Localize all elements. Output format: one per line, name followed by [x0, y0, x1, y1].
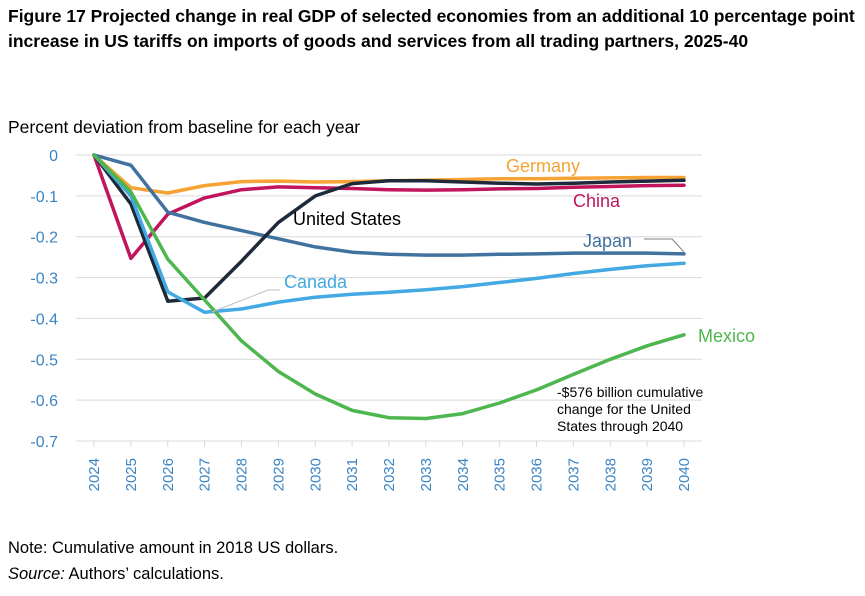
series-line-united-states	[92, 153, 686, 304]
x-tick-label: 2026	[160, 458, 177, 491]
series-label-mexico: Mexico	[698, 326, 755, 346]
x-tick-label: 2027	[197, 458, 214, 491]
y-axis-label: Percent deviation from baseline for each…	[8, 117, 361, 137]
x-tick-label: 2038	[602, 458, 619, 491]
x-tick-label: 2030	[307, 458, 324, 491]
x-tick-label: 2028	[234, 458, 251, 491]
x-tick-label: 2036	[529, 458, 546, 491]
series-line-japan	[92, 153, 686, 257]
x-tick-label: 2029	[270, 458, 287, 491]
x-axis-ticks: 2024 2025 2026 2027 2028 2029 2030 2031 2032 2033…	[86, 441, 693, 491]
annotation-line: change for the United	[557, 401, 691, 417]
y-tick-label: -0.4	[30, 311, 58, 328]
annotation-line: States through 2040	[557, 418, 683, 434]
y-tick-label: -0.1	[30, 189, 58, 206]
series-label-japan: Japan	[583, 231, 632, 251]
x-tick-label: 2032	[381, 458, 398, 491]
x-tick-label: 2025	[123, 458, 140, 491]
y-tick-label: -0.2	[30, 230, 58, 247]
x-tick-label: 2039	[639, 458, 656, 491]
y-tick-label: -0.6	[30, 393, 58, 410]
note: Note: Cumulative amount in 2018 US dolla…	[8, 539, 339, 557]
y-tick-label: 0	[49, 148, 58, 165]
line-chart: 0-0.1-0.2-0.3-0.4-0.5-0.6-0.7 2024 2025 20…	[30, 148, 755, 491]
x-tick-label: 2033	[418, 458, 435, 491]
x-tick-label: 2024	[86, 458, 103, 491]
y-tick-label: -0.7	[30, 434, 58, 451]
series-label-germany: Germany	[506, 156, 580, 176]
x-tick-label: 2040	[676, 458, 693, 491]
series-labels: Germany China Japan United States Canada Mexi…	[211, 156, 755, 346]
series-line-china	[92, 153, 686, 261]
y-tick-label: -0.3	[30, 271, 58, 288]
x-tick-label: 2035	[492, 458, 509, 491]
series-line-mexico	[92, 153, 686, 421]
y-axis-ticks: 0 -0.1 -0.2 -0.3 -0.4 -0.5 -0.6 -0.7	[30, 148, 58, 451]
x-tick-label: 2034	[455, 458, 472, 491]
y-tick-label: -0.5	[30, 352, 58, 369]
annotation-line: -$576 billion cumulative	[557, 384, 704, 400]
series-label-united-states: United States	[293, 209, 401, 229]
series-label-canada: Canada	[284, 272, 348, 292]
canada-leader-line	[211, 289, 280, 313]
x-tick-label: 2037	[565, 458, 582, 491]
figure-title: Figure 17 Projected change in real GDP o…	[8, 6, 855, 51]
series-label-china: China	[573, 191, 621, 211]
japan-leader-line	[644, 238, 685, 253]
x-tick-label: 2031	[344, 458, 361, 491]
series-lines	[92, 153, 686, 421]
source-text: Authors’ calculations.	[64, 565, 224, 583]
source: Source: Authors’ calculations.	[8, 565, 224, 584]
series-line-canada	[92, 153, 686, 315]
source-label: Source:	[8, 565, 65, 583]
